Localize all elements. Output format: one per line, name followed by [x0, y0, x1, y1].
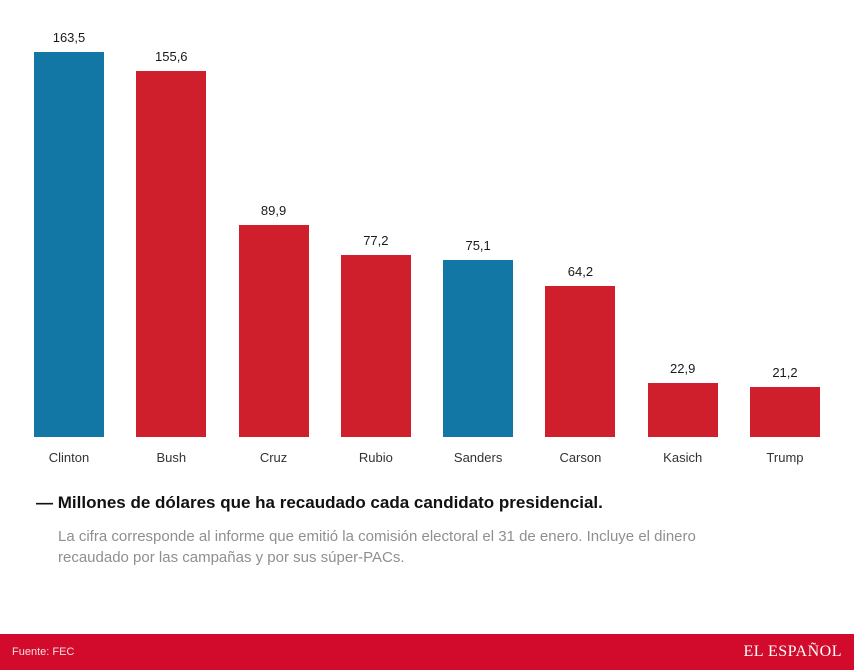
bar-carson — [545, 286, 616, 437]
bar-value-label: 75,1 — [465, 238, 491, 253]
title-text: Millones de dólares que ha recaudado cad… — [57, 493, 603, 512]
category-label: Kasich — [663, 450, 703, 465]
bar-column: 21,2 Trump — [749, 30, 820, 465]
bar-column: 163,5 Clinton — [34, 30, 104, 465]
category-label: Clinton — [48, 450, 90, 465]
bar-value-label: 163,5 — [52, 30, 86, 45]
bar-value-label: 155,6 — [155, 49, 188, 64]
bar-rubio — [340, 255, 411, 437]
category-label: Bush — [156, 450, 187, 465]
category-label: Rubio — [358, 450, 393, 465]
bar-column: 155,6 Bush — [136, 30, 207, 465]
category-label: Sanders — [453, 450, 503, 465]
category-label: Trump — [766, 450, 804, 465]
bar-value-label: 89,9 — [260, 203, 287, 218]
bar-column: 77,2 Rubio — [340, 30, 411, 465]
bar-value-label: 64,2 — [567, 264, 594, 279]
brand-logo: EL ESPAÑOL — [743, 643, 842, 660]
bar-column: 22,9 Kasich — [647, 30, 718, 465]
title-dash: — — [36, 493, 53, 512]
chart-subtitle: La cifra corresponde al informe que emit… — [58, 528, 696, 566]
bar-value-label: 22,9 — [670, 361, 696, 376]
bar-kasich — [647, 383, 718, 437]
bar-value-label: 21,2 — [772, 365, 798, 380]
bar-clinton — [34, 52, 104, 437]
bar-chart: 163,5 Clinton 155,6 Bush 89,9 Cruz 77,2 Rubio 75… — [0, 30, 854, 465]
category-label: Carson — [559, 450, 602, 465]
bar-column: 64,2 Carson — [545, 30, 616, 465]
bar-column: 89,9 Cruz — [238, 30, 309, 465]
footer-bar: Fuente: FEC EL ESPAÑOL — [0, 634, 854, 670]
bar-bush — [136, 71, 207, 437]
bar-column: 75,1 Sanders — [443, 30, 514, 465]
category-label: Cruz — [259, 450, 288, 465]
source-label: Fuente: FEC — [12, 646, 75, 658]
bar-sanders — [443, 260, 514, 437]
bar-value-label: 77,2 — [363, 233, 389, 248]
caption: — Millones de dólares que ha recaudado c… — [36, 493, 854, 568]
bar-cruz — [238, 225, 309, 437]
bar-trump — [749, 387, 820, 437]
chart-title: — Millones de dólares que ha recaudado c… — [36, 493, 854, 513]
